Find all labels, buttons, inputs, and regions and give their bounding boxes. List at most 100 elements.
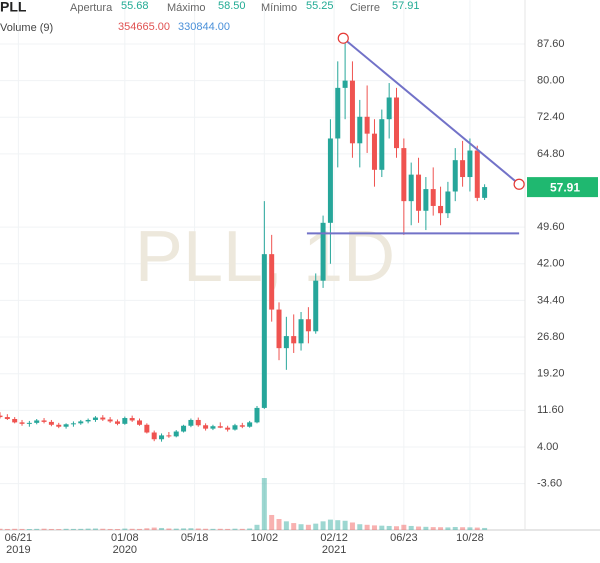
candle-body [151,432,157,440]
candle-body [4,417,10,419]
y-tick-label: 80.00 [537,75,565,87]
volume-bar [78,528,84,530]
candle-body [254,407,260,423]
volume-bar [394,526,400,530]
y-tick-label: 49.60 [537,221,565,233]
high-label: Máximo [167,2,206,14]
candle-body [137,420,143,425]
volume-bar [460,527,466,530]
candle-body [0,415,3,418]
candle-body [70,423,76,425]
candle-body [173,431,179,437]
candle-body [438,205,444,214]
candle-body [114,421,120,424]
candle-body [394,97,400,149]
volume-label: Volume (9) [0,22,53,34]
volume-bar [19,528,25,530]
x-tick-label: 10/28 [456,532,484,544]
volume-bar [114,529,120,530]
candle-body [100,417,106,420]
candle-body [48,421,54,425]
volume-bar [232,528,238,530]
open-value: 55.68 [121,0,149,12]
candle-body [129,418,135,421]
volume-bar [129,528,135,530]
candle-body [379,119,385,170]
candle-body [210,426,216,429]
volume-bar [291,523,297,530]
volume-bar [327,519,333,530]
candle-body [85,419,91,422]
volume-bar [342,520,348,530]
volume-bar [335,520,341,530]
candle-body [452,160,458,192]
candle-body [166,435,172,437]
candle-body [298,319,304,344]
trendline-handle [513,178,525,190]
volume-bar [137,528,143,530]
volume-bar [416,526,422,530]
volume-bar [298,524,304,530]
candle-body [188,419,194,426]
candle-body [41,420,47,422]
volume-bar [12,528,18,530]
candle-body [335,87,341,139]
volume-bar [261,478,267,530]
volume-bar [166,528,172,530]
volume-bar [408,525,414,530]
year-label: 2019 [6,544,30,556]
volume-bar [181,528,187,530]
volume-bar [239,528,245,530]
y-tick-label: 42.00 [537,258,565,270]
y-tick-label: -3.60 [537,477,562,489]
candle-body [401,148,407,202]
volume-bar [269,514,275,530]
candle-body [269,254,275,310]
x-tick-label: 01/08 [111,532,139,544]
y-tick-label: 19.20 [537,368,565,380]
volume-bar [452,526,458,530]
candle-body [482,187,488,198]
volume-bar [474,527,480,530]
volume-bar [4,528,10,530]
candle-body [78,421,84,424]
candle-body [342,80,348,88]
y-tick-label: 87.60 [537,38,565,50]
candle-body [261,254,267,408]
candle-body [305,319,311,332]
volume-bar [254,524,260,530]
candle-body [122,418,128,424]
volume-bar [482,527,488,530]
price-badge [527,177,598,198]
volume-bar [100,528,106,530]
volume-bar [85,528,91,530]
volume-bar [122,528,128,530]
candle-body [239,425,245,427]
volume-bar [34,528,40,530]
candle-body [386,97,392,120]
volume-bar [467,527,473,530]
volume-bar [357,524,363,530]
volume-bar [92,528,98,530]
candle-body [34,420,40,423]
volume-bar [430,527,436,530]
volume-bar [26,529,32,530]
volume-bar [225,528,231,530]
candle-body [144,424,150,433]
x-tick-label: 06/21 [5,532,33,544]
volume-bar [70,528,76,530]
volume-bar [210,528,216,530]
candle-body [320,222,326,281]
open-label: Apertura [70,2,113,14]
candle-body [107,419,113,422]
candle-body [423,189,429,211]
volume-bar [151,527,157,530]
volume-bar [107,528,113,530]
volume-value: 354665.00 [118,21,170,33]
candle-body [364,116,370,134]
candle-body [203,425,209,429]
symbol: PLL [0,0,27,15]
x-tick-label: 02/12 [320,532,348,544]
